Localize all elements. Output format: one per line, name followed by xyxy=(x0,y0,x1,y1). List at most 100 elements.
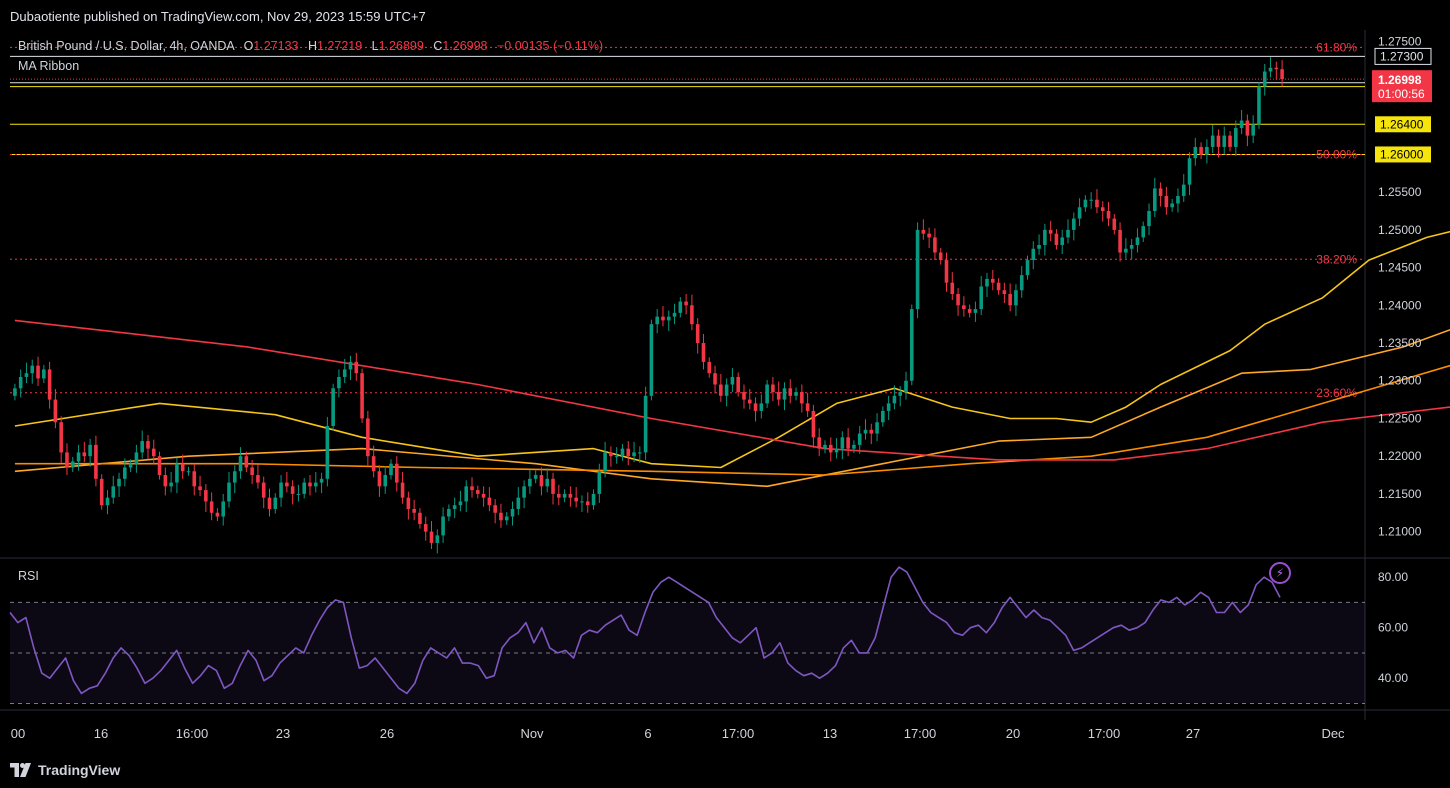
candle-body xyxy=(1158,188,1163,196)
candle-body xyxy=(1095,199,1099,208)
candle-body xyxy=(325,426,330,479)
candle-body xyxy=(1141,226,1146,238)
candle-body xyxy=(1170,203,1174,208)
candle-body xyxy=(53,399,58,423)
candle-body xyxy=(1008,294,1012,306)
time-tick-label: 20 xyxy=(1006,726,1020,741)
candle-body xyxy=(823,444,827,449)
candle-body xyxy=(423,524,428,532)
candle-body xyxy=(1193,146,1198,159)
candle-body xyxy=(1037,244,1041,249)
time-tick-label: 16 xyxy=(94,726,108,741)
candle-body xyxy=(649,324,654,396)
low-label: L xyxy=(371,39,379,53)
level-badge xyxy=(1375,116,1431,133)
candle-body xyxy=(209,501,214,513)
candle-body xyxy=(1025,260,1030,276)
candle-body xyxy=(285,482,289,487)
candle-body xyxy=(852,444,856,449)
candle-body xyxy=(672,312,677,317)
rsi-tick-label: 60.00 xyxy=(1378,621,1408,635)
candle-body xyxy=(742,392,746,400)
fib-level-label: 50.00% xyxy=(1316,147,1357,161)
level-badge-label: 1.27300 xyxy=(1380,49,1424,63)
candle-body xyxy=(128,463,133,468)
candle-body xyxy=(163,475,168,487)
current-price-value: 1.26998 xyxy=(1378,73,1422,87)
candle-body xyxy=(863,429,868,434)
time-tick-label: 00 xyxy=(11,726,25,741)
candle-body xyxy=(522,486,526,498)
candle-body xyxy=(418,512,422,525)
price-tick-label: 1.22500 xyxy=(1378,411,1422,425)
candle-body xyxy=(267,497,272,509)
close-value: 1.26998 xyxy=(442,39,488,53)
candle-body xyxy=(204,490,208,502)
candle-body xyxy=(1147,211,1151,227)
candle-body xyxy=(719,384,723,396)
low-value: 1.26899 xyxy=(378,39,424,53)
candle-body xyxy=(13,388,17,396)
lightning-icon[interactable]: ⚡ xyxy=(1269,562,1291,584)
candle-body xyxy=(800,392,804,404)
candle-body xyxy=(904,380,908,393)
candle-body xyxy=(1129,244,1134,249)
candle-body xyxy=(730,376,735,385)
candle-body xyxy=(215,512,220,517)
candle-body xyxy=(111,486,116,498)
candle-body xyxy=(516,497,521,509)
candle-body xyxy=(1176,195,1180,204)
candle-body xyxy=(1280,69,1284,80)
candle-body xyxy=(1048,229,1053,234)
time-tick-label: Dec xyxy=(1321,726,1345,741)
candle-body xyxy=(620,448,625,457)
candle-body xyxy=(1031,248,1036,261)
candle-body xyxy=(956,294,960,306)
candle-body xyxy=(1072,218,1076,230)
candle-body xyxy=(313,482,318,487)
candle-body xyxy=(1222,135,1227,147)
candle-body xyxy=(782,388,787,400)
candle-body xyxy=(400,482,405,498)
candle-body xyxy=(1089,199,1093,201)
candle-body xyxy=(828,444,833,453)
candle-body xyxy=(724,384,729,396)
ma-line-ma-100 xyxy=(14,364,1450,476)
candle-body xyxy=(180,463,185,472)
candle-body xyxy=(1066,229,1070,238)
candle-body xyxy=(944,260,949,283)
ma-line-ma-20 xyxy=(14,230,1450,469)
candle-body xyxy=(487,497,492,506)
candle-body xyxy=(666,316,671,321)
level-badge-label: 1.26000 xyxy=(1380,147,1424,161)
candle-body xyxy=(337,376,341,389)
time-tick-label: 27 xyxy=(1186,726,1200,741)
candle-body xyxy=(296,493,301,495)
candle-body xyxy=(169,482,173,487)
candle-body xyxy=(244,456,249,468)
candle-body xyxy=(406,497,411,509)
ma-ribbon-legend[interactable]: MA Ribbon xyxy=(18,59,80,73)
candle-body xyxy=(279,482,283,498)
candle-body xyxy=(290,486,295,494)
candle-body xyxy=(435,535,440,543)
price-tick-label: 1.21500 xyxy=(1378,487,1422,501)
candle-body xyxy=(1251,124,1255,136)
candle-body xyxy=(394,463,399,483)
rsi-legend[interactable]: RSI xyxy=(18,569,39,583)
candle-body xyxy=(302,482,307,494)
candle-body xyxy=(192,471,197,487)
rsi-tick-label: 40.00 xyxy=(1378,671,1408,685)
candle-body xyxy=(261,482,266,498)
candle-body xyxy=(250,467,254,476)
candle-body xyxy=(1060,237,1065,245)
tradingview-label: TradingView xyxy=(38,762,121,778)
fib-level-label: 23.60% xyxy=(1316,386,1357,400)
candle-body xyxy=(452,505,457,509)
candle-body xyxy=(18,376,23,389)
candle-body xyxy=(643,395,648,453)
ma-line-ma-200 xyxy=(14,319,1450,461)
candle-body xyxy=(88,444,92,457)
